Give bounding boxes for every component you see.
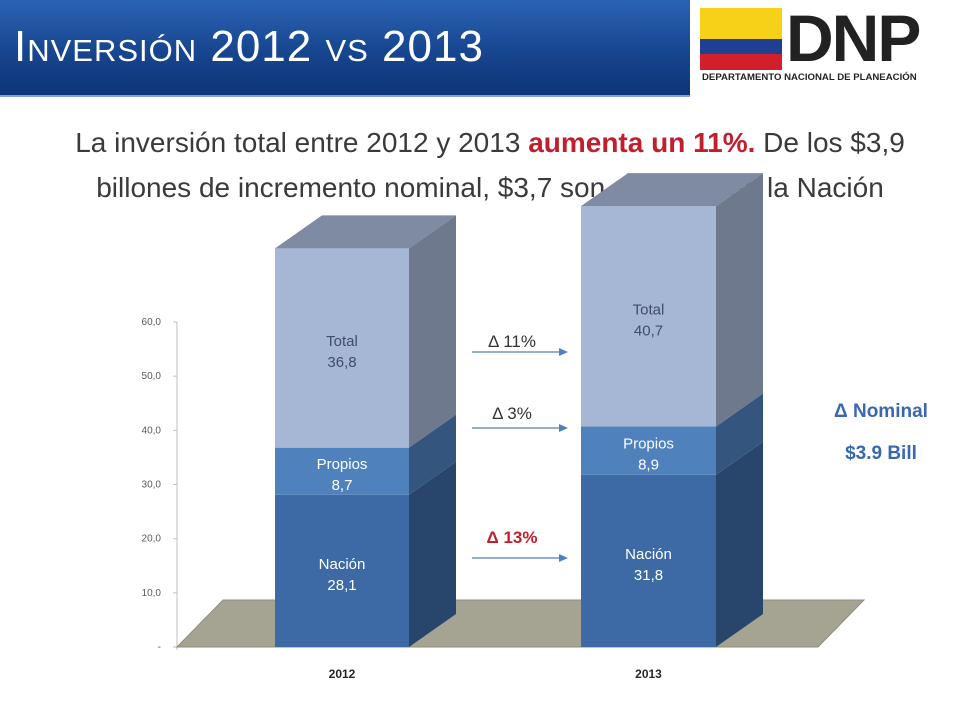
logo-text: DNP: [786, 1, 921, 75]
bar-side-propios-2012: [409, 414, 456, 495]
bar-side-nación-2013: [716, 441, 763, 647]
y-tick-label: 40,0: [142, 425, 162, 436]
headline-part1: La inversión total entre 2012 y 2013: [75, 127, 529, 158]
series-name-label: Total: [633, 301, 665, 318]
y-tick-label: 10,0: [142, 588, 162, 599]
series-name-label: Propios: [623, 436, 674, 453]
bar-side-propios-2013: [716, 393, 763, 475]
bar-top-2013: [581, 173, 763, 207]
y-tick-label: 30,0: [142, 480, 162, 491]
delta-arrowhead: [559, 554, 568, 562]
nominal-delta-value: $3.9 Bill: [845, 443, 917, 464]
data-label: 8,7: [332, 477, 353, 494]
series-name-label: Nación: [319, 556, 366, 573]
x-tick-label: 2013: [635, 667, 662, 681]
logo-subtitle: DEPARTAMENTO NACIONAL DE PLANEACIÓN: [702, 72, 917, 83]
delta-annotation: Δ 11%: [488, 332, 536, 351]
y-tick-label: -: [158, 642, 161, 653]
colombia-flag-icon: [700, 8, 782, 70]
bar-nación-2013: [581, 474, 716, 647]
data-label: 40,7: [634, 322, 663, 339]
y-tick-label: 60,0: [142, 317, 162, 328]
bar-propios-2012: [275, 447, 409, 495]
series-name-label: Nación: [625, 546, 672, 563]
bar-side-nación-2012: [409, 461, 456, 647]
bar-nación-2012: [275, 494, 409, 647]
series-name-label: Total: [326, 333, 358, 350]
page-title: Inversión 2012 vs 2013: [14, 22, 484, 71]
headline-highlight: aumenta un 11%.: [528, 127, 756, 158]
y-tick-label: 50,0: [142, 371, 162, 382]
bar-total-2012: [275, 248, 409, 448]
title-bar: Inversión 2012 vs 2013: [0, 0, 690, 97]
delta-arrowhead: [559, 424, 568, 432]
delta-annotation: Δ 3%: [492, 404, 532, 423]
bar-side-total-2013: [716, 173, 763, 427]
x-tick-label: 2012: [329, 667, 356, 681]
bar-total-2013: [581, 206, 716, 427]
nominal-delta-label: Δ Nominal: [834, 401, 928, 422]
data-label: 36,8: [327, 354, 356, 371]
dnp-logo: DNP DEPARTAMENTO NACIONAL DE PLANEACIÓN: [692, 0, 960, 95]
bar-propios-2013: [581, 426, 716, 475]
bar-top-2012: [275, 215, 456, 249]
delta-arrowhead: [559, 348, 568, 356]
delta-annotation: Δ 13%: [487, 528, 538, 547]
data-label: 31,8: [634, 567, 663, 584]
data-label: 28,1: [327, 577, 356, 594]
series-name-label: Propios: [317, 456, 368, 473]
data-label: 8,9: [638, 457, 659, 474]
bar-side-total-2012: [409, 215, 456, 448]
y-tick-label: 20,0: [142, 534, 162, 545]
